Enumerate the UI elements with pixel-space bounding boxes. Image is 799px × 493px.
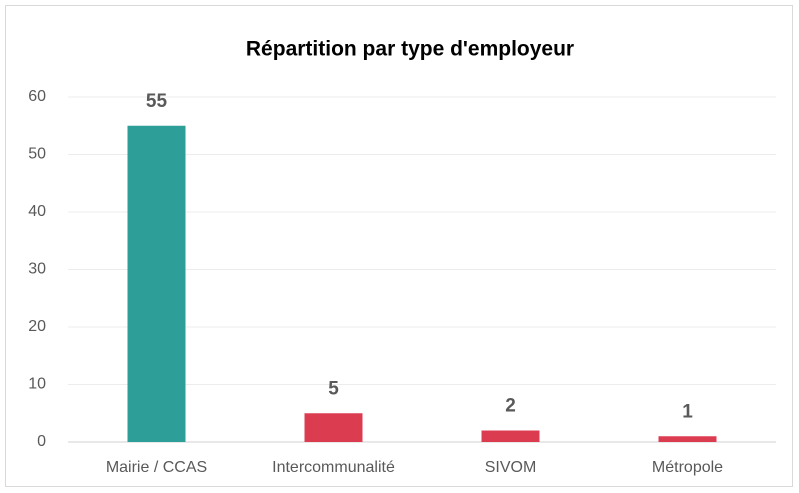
data-label: 5	[328, 378, 339, 399]
x-tick-label: Métropole	[652, 459, 723, 476]
y-tick-label: 60	[28, 88, 46, 105]
y-tick-label: 30	[28, 261, 46, 278]
data-label: 55	[146, 91, 168, 112]
chart-title: Répartition par type d'employeur	[246, 38, 574, 61]
chart-border	[5, 5, 793, 487]
x-tick-label: Intercommunalité	[272, 459, 395, 476]
y-tick-label: 20	[28, 318, 46, 335]
bar	[127, 125, 186, 442]
y-tick-label: 40	[28, 203, 46, 220]
bar	[304, 413, 363, 442]
y-tick-label: 0	[37, 433, 46, 450]
x-tick-label: Mairie / CCAS	[106, 459, 207, 476]
data-label: 2	[505, 396, 516, 417]
y-tick-label: 10	[28, 376, 46, 393]
x-tick-label: SIVOM	[485, 459, 537, 476]
data-label: 1	[682, 401, 693, 422]
bar	[481, 430, 540, 442]
y-tick-label: 50	[28, 146, 46, 163]
bar	[658, 436, 717, 442]
